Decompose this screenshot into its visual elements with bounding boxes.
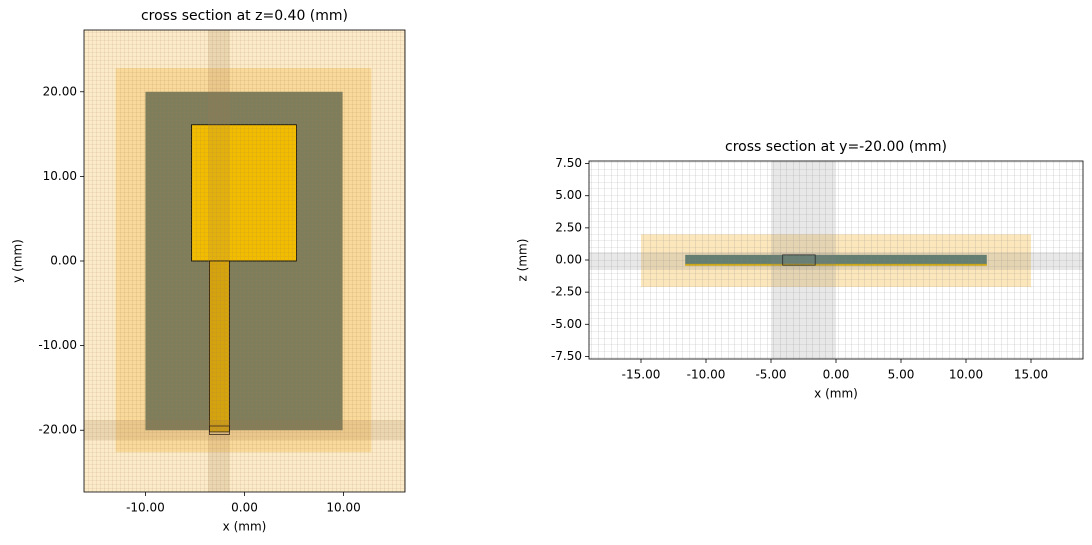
y-axis-label: z (mm): [516, 239, 530, 282]
mesh: [84, 30, 405, 492]
mesh-refinement: [208, 30, 230, 492]
x-tick-label: 10.00: [326, 501, 360, 515]
x-tick-label: 15.00: [1014, 368, 1048, 382]
y-tick-label: 0.00: [555, 253, 582, 267]
plot-area: [84, 30, 405, 492]
x-axis-label: x (mm): [814, 387, 858, 401]
y-tick-label: -7.50: [551, 349, 582, 363]
plot-area: [589, 161, 1083, 359]
y-axis-label: y (mm): [11, 239, 25, 283]
x-tick-label: 0.00: [231, 501, 258, 515]
y-tick-label: -2.50: [551, 285, 582, 299]
x-tick-label: 0.00: [823, 368, 850, 382]
mesh-refinement: [84, 420, 405, 440]
x-tick-label: -5.00: [755, 368, 786, 382]
y-tick-label: 5.00: [555, 188, 582, 202]
x-tick-label: -10.00: [126, 501, 165, 515]
y-tick-label: -5.00: [551, 317, 582, 331]
y-tick-label: 0.00: [50, 254, 77, 268]
y-tick-label: 7.50: [555, 156, 582, 170]
y-tick-label: 10.00: [43, 169, 77, 183]
mesh: [589, 161, 1083, 359]
y-tick-label: -20.00: [38, 423, 77, 437]
x-axis-label: x (mm): [223, 520, 267, 534]
x-tick-label: -15.00: [622, 368, 661, 382]
mesh-refinement: [589, 252, 1083, 270]
mesh-refinement: [771, 161, 836, 359]
y-tick-label: 20.00: [43, 84, 77, 98]
y-tick-label: 2.50: [555, 220, 582, 234]
x-tick-label: 10.00: [949, 368, 983, 382]
x-tick-label: 5.00: [888, 368, 915, 382]
x-tick-label: -10.00: [687, 368, 726, 382]
y-tick-label: -10.00: [38, 338, 77, 352]
chart-title: cross section at z=0.40 (mm): [141, 8, 348, 24]
chart-title: cross section at y=-20.00 (mm): [725, 139, 947, 155]
